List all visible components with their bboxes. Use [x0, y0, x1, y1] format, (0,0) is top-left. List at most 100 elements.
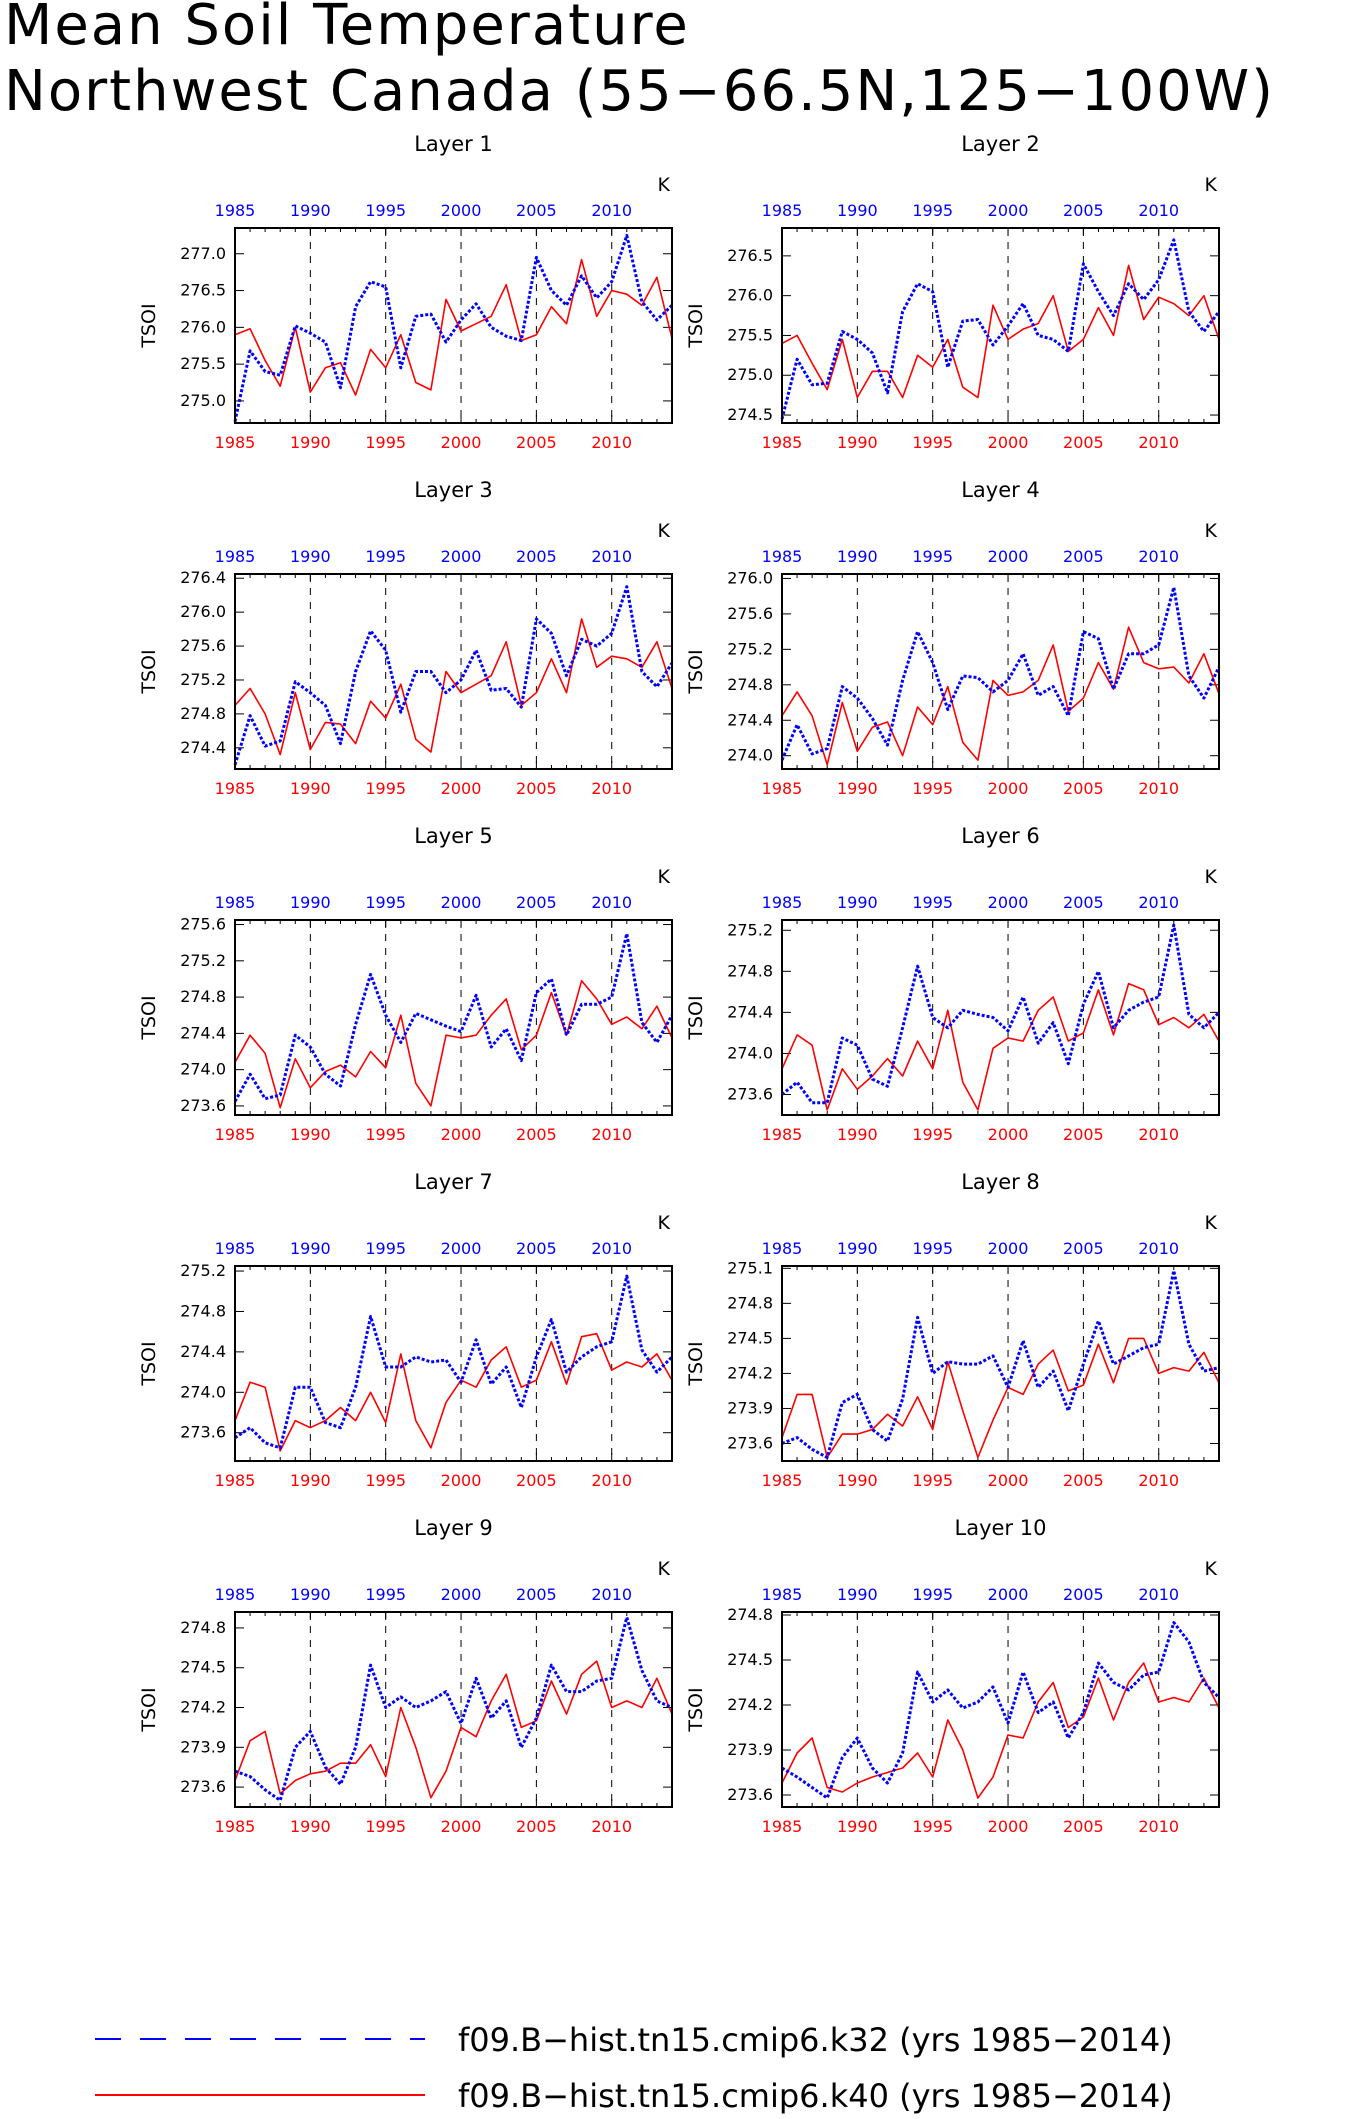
y-tick-label: 274.5 — [727, 1650, 773, 1669]
x-tick-label-bottom: 2005 — [516, 1817, 557, 1836]
series-k40-line — [781, 626, 1220, 766]
y-axis-label: TSOI — [138, 995, 160, 1040]
series-k32-line — [234, 1274, 674, 1450]
x-tick-label-bottom: 1990 — [837, 433, 878, 452]
x-tick-label-bottom: 1990 — [290, 779, 331, 798]
unit-label: K — [1205, 866, 1218, 888]
x-tick-label-bottom: 1985 — [762, 1817, 803, 1836]
y-axis-label: TSOI — [685, 995, 707, 1040]
x-tick-label-bottom: 1990 — [290, 1125, 331, 1144]
x-tick-label-bottom: 1995 — [912, 779, 953, 798]
x-tick-label-bottom: 2000 — [441, 1471, 482, 1490]
x-tick-label-top: 2010 — [591, 1239, 632, 1258]
x-tick-label-top: 1995 — [365, 547, 406, 566]
y-tick-label: 275.0 — [180, 391, 226, 410]
y-tick-label: 274.5 — [180, 1658, 226, 1677]
panel-title: Layer 5 — [414, 824, 493, 848]
x-tick-label-bottom: 1985 — [215, 1817, 256, 1836]
x-tick-label-top: 2010 — [1138, 1585, 1179, 1604]
panel-title: Layer 9 — [414, 1516, 493, 1540]
x-tick-label-bottom: 2005 — [1063, 433, 1104, 452]
y-tick-label: 276.5 — [180, 281, 226, 300]
y-tick-label: 275.2 — [727, 639, 773, 658]
y-tick-label: 274.8 — [727, 1293, 773, 1312]
x-tick-label-top: 1995 — [365, 201, 406, 220]
y-tick-label: 274.2 — [727, 1363, 773, 1382]
x-tick-label-top: 1990 — [837, 547, 878, 566]
x-tick-label-top: 2000 — [441, 1239, 482, 1258]
y-axis-label: TSOI — [138, 1341, 160, 1386]
y-tick-label: 274.8 — [180, 1618, 226, 1637]
series-k32-line — [780, 238, 1221, 420]
x-tick-label-top: 2000 — [441, 547, 482, 566]
unit-label: K — [658, 520, 671, 542]
y-tick-label: 273.6 — [180, 1096, 226, 1115]
x-tick-label-bottom: 2010 — [591, 433, 632, 452]
series-k40-line — [234, 979, 673, 1109]
x-tick-label-bottom: 1985 — [215, 433, 256, 452]
plot-frame — [781, 573, 1220, 770]
panel-title: Layer 6 — [961, 824, 1040, 848]
x-tick-label-bottom: 2010 — [591, 779, 632, 798]
panel-title: Layer 7 — [414, 1170, 493, 1194]
plot-frame — [781, 919, 1220, 1116]
plot-frame — [781, 227, 1220, 424]
panels-grid: Layer 1 K 1985 1985 1990 1990 1995 1995 2000 2000… — [138, 132, 1221, 1836]
x-tick-label-top: 2005 — [516, 893, 557, 912]
unit-label: K — [1205, 174, 1218, 196]
y-tick-label: 273.6 — [180, 1777, 226, 1796]
x-tick-label-top: 2010 — [591, 893, 632, 912]
panel-3: Layer 3 K 1985 1985 1990 1990 1995 1995 2000 2000… — [138, 478, 674, 798]
plot-frame — [234, 1611, 673, 1808]
y-tick-label: 273.6 — [727, 1433, 773, 1452]
x-tick-label-top: 1995 — [912, 201, 953, 220]
x-tick-label-bottom: 2010 — [591, 1471, 632, 1490]
x-tick-label-bottom: 1985 — [762, 433, 803, 452]
series-k32-line — [233, 932, 674, 1103]
x-tick-label-bottom: 2005 — [516, 1125, 557, 1144]
y-axis-label: TSOI — [685, 1687, 707, 1732]
y-tick-label: 273.6 — [180, 1423, 226, 1442]
unit-label: K — [658, 866, 671, 888]
y-tick-label: 273.6 — [727, 1084, 773, 1103]
x-tick-label-bottom: 1995 — [365, 433, 406, 452]
y-tick-label: 273.9 — [727, 1740, 773, 1759]
y-tick-label: 274.0 — [727, 1043, 773, 1062]
y-tick-label: 274.8 — [727, 961, 773, 980]
panel-10: Layer 10 K 1985 1985 1990 1990 1995 1995 2000 200… — [685, 1516, 1221, 1836]
y-tick-label: 276.5 — [727, 246, 773, 265]
y-tick-label: 275.0 — [727, 365, 773, 384]
series-k32-line — [780, 585, 1221, 761]
x-tick-label-bottom: 2000 — [441, 433, 482, 452]
x-tick-label-top: 1985 — [762, 1239, 803, 1258]
y-tick-label: 275.1 — [727, 1258, 773, 1277]
y-axis-label: TSOI — [685, 649, 707, 694]
x-tick-label-bottom: 1995 — [365, 1471, 406, 1490]
series-k40-line — [234, 258, 673, 396]
series-k32-line — [233, 233, 674, 422]
x-tick-label-top: 1985 — [215, 547, 256, 566]
x-tick-label-top: 2010 — [1138, 547, 1179, 566]
x-tick-label-top: 2005 — [516, 547, 557, 566]
panel-4: Layer 4 K 1985 1985 1990 1990 1995 1995 2000 2000… — [685, 478, 1221, 798]
y-tick-label: 276.0 — [727, 286, 773, 305]
x-tick-label-top: 2010 — [591, 201, 632, 220]
x-tick-label-bottom: 1995 — [365, 1817, 406, 1836]
x-tick-label-bottom: 2010 — [591, 1125, 632, 1144]
legend-label-k40: f09.B−hist.tn15.cmip6.k40 (yrs 1985−2014… — [458, 2077, 1173, 2115]
y-tick-label: 275.6 — [727, 604, 773, 623]
x-tick-label-top: 1990 — [290, 1585, 331, 1604]
x-tick-label-bottom: 1995 — [912, 1125, 953, 1144]
x-tick-label-top: 1995 — [912, 547, 953, 566]
x-tick-label-bottom: 1995 — [365, 1125, 406, 1144]
y-axis-label: TSOI — [138, 649, 160, 694]
series-k40-line — [781, 1337, 1220, 1459]
x-tick-label-bottom: 1995 — [912, 1817, 953, 1836]
x-tick-label-top: 1985 — [215, 201, 256, 220]
figure-title-line-2: Northwest Canada (55−66.5N,125−100W) — [4, 59, 1275, 124]
x-tick-label-bottom: 1985 — [762, 779, 803, 798]
y-tick-label: 274.0 — [727, 746, 773, 765]
x-tick-label-bottom: 1985 — [215, 1125, 256, 1144]
series-k32-line — [781, 1269, 1220, 1459]
x-tick-label-top: 2010 — [1138, 893, 1179, 912]
